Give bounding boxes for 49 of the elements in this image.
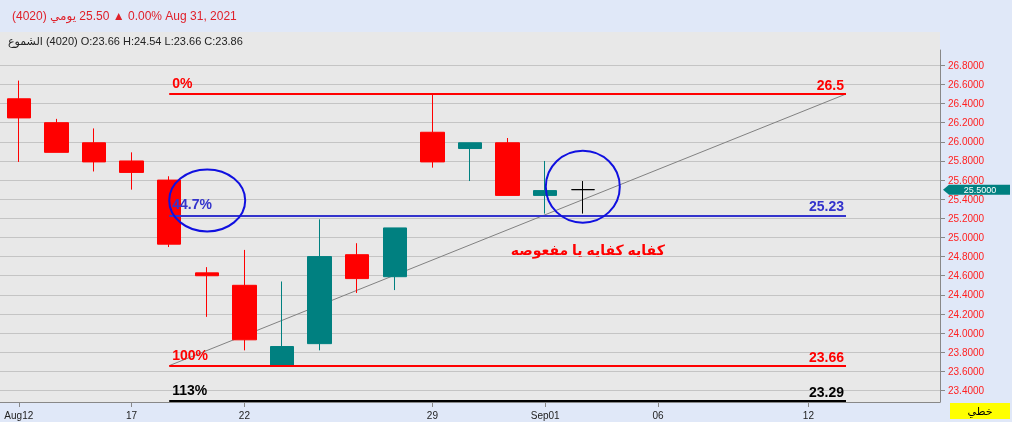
x-tick-label: Sep01 [530, 409, 561, 421]
annotation: 100% [172, 346, 209, 363]
y-tick-label: 23.4000 [948, 385, 985, 397]
y-tick-label: 23.6000 [948, 365, 985, 377]
y-tick-label: 26.0000 [948, 136, 985, 148]
candlestick [7, 80, 31, 163]
candlestick [533, 160, 557, 215]
ref-line-label: 23.66 [808, 348, 845, 365]
candlestick [571, 180, 595, 215]
candlestick [383, 227, 407, 291]
y-tick-label: 25.6000 [948, 174, 985, 186]
candlestick [270, 280, 294, 367]
y-tick-label: 25.0000 [948, 231, 985, 243]
y-tick-label: 26.8000 [948, 59, 985, 71]
y-tick-label: 24.2000 [948, 308, 985, 320]
y-tick-label: 25.8000 [948, 155, 985, 167]
x-tick-label: 22 [238, 409, 251, 421]
candlestick [495, 137, 520, 196]
x-tick-label: 17 [126, 409, 138, 421]
y-tick-label: 24.4000 [948, 289, 985, 301]
y-tick-label: 26.6000 [948, 78, 985, 90]
annotation: 113% [172, 382, 208, 399]
x-tick-label: 12 [802, 409, 815, 421]
ref-line-label: 26.5 [816, 77, 845, 93]
candlestick [44, 118, 69, 153]
y-tick-label: 25.4000 [948, 193, 985, 205]
text: خطي [967, 405, 993, 418]
text: 25.5000 [963, 185, 997, 196]
annotation: 0% [172, 75, 193, 91]
candlestick [307, 218, 332, 351]
candlestick [458, 142, 482, 182]
annotation: كفايه كفايه يا مفعوصه [510, 241, 666, 259]
y-tick-label: 25.2000 [948, 212, 985, 224]
candlestick [82, 127, 106, 172]
y-tick-label: 26.2000 [948, 117, 985, 129]
candlestick [345, 242, 369, 294]
ref-line-label: 25.23 [808, 198, 845, 215]
ref-line-label: 23.29 [808, 384, 845, 401]
y-tick-label: 24.6000 [948, 270, 985, 282]
candlestick [232, 249, 257, 351]
x-tick-label: 29 [426, 409, 439, 421]
y-tick-label: 24.0000 [948, 327, 985, 339]
y-tick-label: 26.4000 [948, 98, 985, 110]
y-tick-label: 23.8000 [948, 346, 985, 358]
x-tick-label: 06 [652, 409, 664, 421]
y-tick-label: 24.8000 [948, 251, 985, 263]
x-tick-label: Aug12 [4, 409, 34, 421]
candlestick [119, 151, 144, 191]
candlestick [195, 266, 219, 318]
